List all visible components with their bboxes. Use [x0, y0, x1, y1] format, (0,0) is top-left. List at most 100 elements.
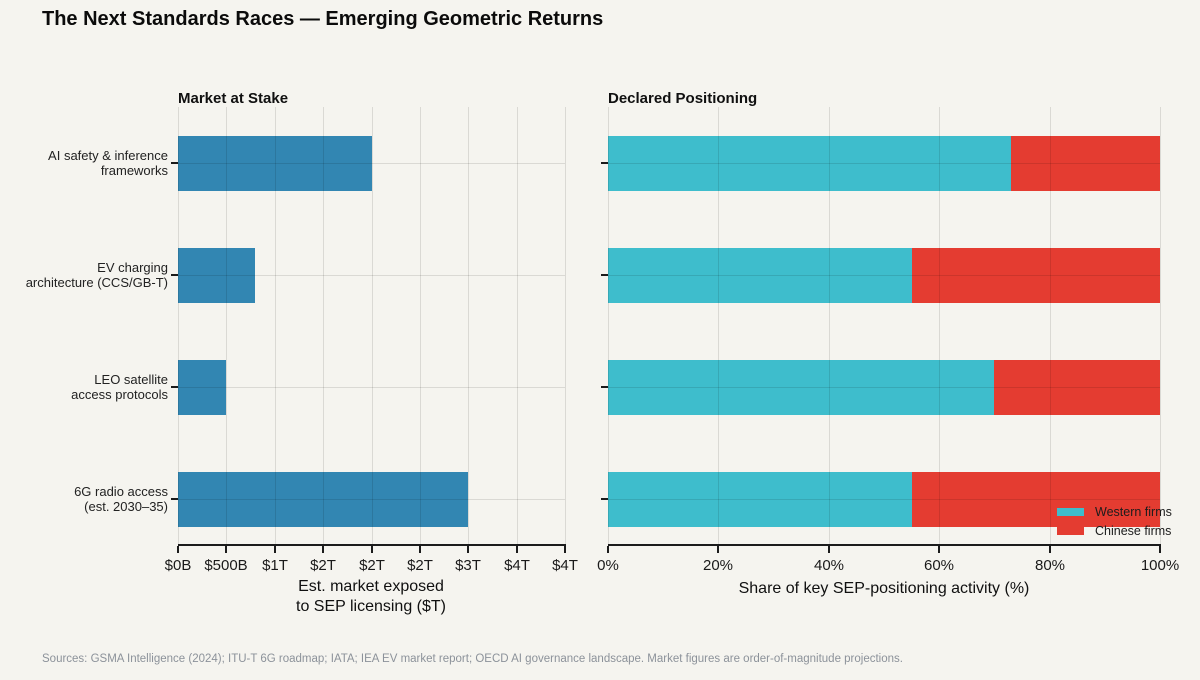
gridline-vertical — [829, 107, 830, 544]
category-label-line: EV charging — [97, 259, 168, 275]
x-tick-label: $3T — [455, 557, 481, 574]
x-tick-label: 80% — [1034, 557, 1066, 574]
x-tick — [225, 546, 227, 553]
market-bar — [178, 471, 469, 527]
legend-item-western-firms: Western firms — [1057, 502, 1172, 522]
western-bar-segment — [608, 471, 912, 527]
gridline-horizontal — [178, 163, 565, 164]
y-tick — [171, 274, 178, 276]
category-label: LEO satellite access protocols — [3, 372, 168, 403]
x-tick — [419, 546, 421, 553]
x-tick — [371, 546, 373, 553]
x-tick-label: $2T — [359, 557, 385, 574]
x-tick — [607, 546, 609, 553]
gridline-horizontal — [178, 275, 565, 276]
gridline-horizontal — [608, 499, 1160, 500]
western-firms-swatch-icon — [1057, 507, 1084, 516]
x-tick-label: 60% — [923, 557, 955, 574]
gridline-vertical — [565, 107, 566, 544]
category-label: EV charging architecture (CCS/GB-T) — [3, 260, 168, 291]
market-bar — [178, 247, 256, 303]
category-label: 6G radio access (est. 2030–35) — [3, 484, 168, 515]
gridline-horizontal — [608, 163, 1160, 164]
x-tick — [828, 546, 830, 553]
x-tick — [467, 546, 469, 553]
category-label-line: (est. 2030–35) — [84, 499, 168, 514]
x-tick — [274, 546, 276, 553]
left-x-axis-label-line2: to SEP licensing ($T) — [296, 597, 446, 615]
western-bar-segment — [608, 359, 995, 415]
figure-title: The Next Standards Races — Emerging Geom… — [42, 8, 604, 30]
category-label: AI safety & inference frameworks — [3, 148, 168, 179]
x-tick-label: 100% — [1140, 557, 1180, 574]
x-tick-label: $0B — [164, 557, 192, 574]
y-tick — [171, 162, 178, 164]
x-axis-spine — [608, 544, 1161, 546]
x-tick-label: $500B — [204, 557, 248, 574]
y-tick — [171, 386, 178, 388]
x-tick — [177, 546, 179, 553]
category-label-line: frameworks — [100, 163, 168, 178]
gridline-vertical — [372, 107, 373, 544]
x-tick — [1049, 546, 1051, 553]
x-axis-spine — [178, 544, 566, 546]
x-tick-label: $2T — [310, 557, 336, 574]
gridline-horizontal — [608, 275, 1160, 276]
chinese-firms-swatch-icon — [1057, 527, 1084, 536]
category-label-line: LEO satellite — [94, 371, 168, 387]
y-tick — [601, 162, 608, 164]
market-bar — [178, 135, 372, 191]
gridline-horizontal — [178, 387, 565, 388]
category-label-line: AI safety & inference — [48, 147, 168, 163]
market-at-stake-plot: $0B $500B $1T $2T $2T $2T $3T $4T $4T — [165, 107, 578, 574]
market-bar — [178, 359, 227, 415]
y-tick — [601, 386, 608, 388]
gridline-vertical — [420, 107, 421, 544]
right-panel-title: Declared Positioning — [608, 90, 758, 107]
x-tick-label: 40% — [813, 557, 845, 574]
gridline-vertical — [517, 107, 518, 544]
gridline-vertical — [1160, 107, 1161, 544]
legend-label-chinese: Chinese firms — [1095, 524, 1172, 539]
chinese-bar-segment — [1010, 135, 1160, 191]
x-tick — [717, 546, 719, 553]
gridline-horizontal — [178, 499, 565, 500]
y-tick — [601, 498, 608, 500]
gridline-vertical — [226, 107, 227, 544]
left-x-axis-label-line1: Est. market exposed — [298, 578, 444, 595]
x-tick — [938, 546, 940, 553]
gridline-vertical — [608, 107, 609, 544]
x-tick — [564, 546, 566, 553]
sources-footnote: Sources: GSMA Intelligence (2024); ITU-T… — [42, 653, 903, 665]
x-tick-label: $2T — [407, 557, 433, 574]
x-tick-label: $4T — [552, 557, 578, 574]
x-tick-label: $1T — [262, 557, 288, 574]
legend-label-western: Western firms — [1095, 504, 1172, 519]
gridline-vertical — [718, 107, 719, 544]
x-tick-label: 20% — [702, 557, 734, 574]
y-tick — [601, 274, 608, 276]
gridline-horizontal — [608, 387, 1160, 388]
gridline-vertical — [468, 107, 469, 544]
declared-positioning-plot: Western firms Chinese firms 0% 20% 40% 60% 8… — [597, 107, 1179, 574]
left-x-axis-label: Est. market exposed to SEP licensing ($T… — [201, 577, 541, 616]
gridline-vertical — [939, 107, 940, 544]
x-tick — [516, 546, 518, 553]
western-bar-segment — [608, 247, 912, 303]
gridline-vertical — [275, 107, 276, 544]
legend-item-chinese-firms: Chinese firms — [1057, 522, 1172, 542]
chinese-bar-segment — [994, 359, 1160, 415]
x-tick-label: $4T — [504, 557, 530, 574]
right-x-axis-label: Share of key SEP-positioning activity (%… — [738, 580, 1030, 597]
category-label-line: architecture (CCS/GB-T) — [25, 275, 168, 290]
y-tick — [171, 498, 178, 500]
left-panel-title: Market at Stake — [178, 90, 289, 107]
legend: Western firms Chinese firms — [1057, 502, 1172, 541]
category-label-line: 6G radio access — [74, 483, 168, 499]
western-bar-segment — [608, 135, 1011, 191]
chinese-bar-segment — [911, 471, 1160, 527]
gridline-vertical — [1050, 107, 1051, 544]
x-tick-label: 0% — [597, 557, 619, 574]
gridline-vertical — [323, 107, 324, 544]
